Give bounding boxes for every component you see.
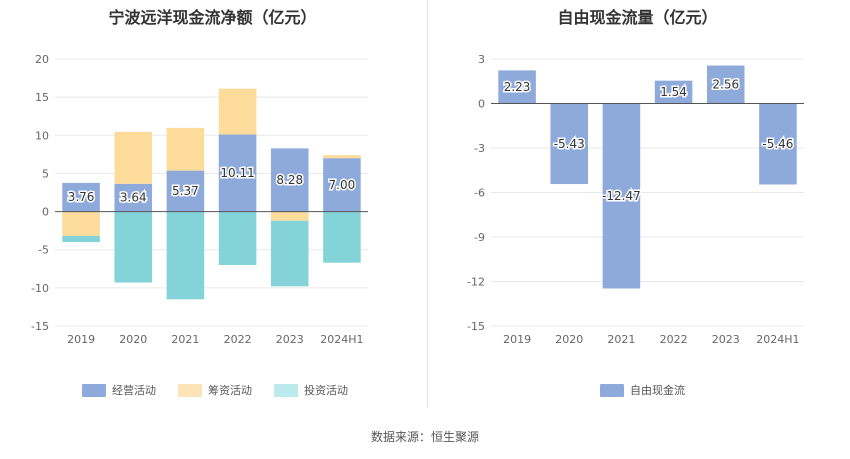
data-label: 10.11 xyxy=(220,166,254,180)
x-tick-label: 2022 xyxy=(660,333,688,346)
chart2-legend: 自由现金流 xyxy=(600,382,707,398)
legend-label-investing: 投资活动 xyxy=(304,384,348,397)
bar-2019-2 xyxy=(62,235,100,243)
bar-2022-1 xyxy=(218,88,257,135)
y-tick-label: 10 xyxy=(35,129,49,142)
bar-2022-0 xyxy=(654,80,693,104)
data-label: 3.64 xyxy=(120,191,147,205)
bar-2024H1-2 xyxy=(323,211,361,263)
x-tick-label: 2022 xyxy=(224,333,252,346)
y-tick-label: -9 xyxy=(474,231,485,244)
bar-2021-2 xyxy=(166,211,205,300)
x-tick-label: 2023 xyxy=(712,333,740,346)
bar-2022-0 xyxy=(218,134,257,212)
bar-2022-2 xyxy=(218,211,257,265)
bar-2023-1 xyxy=(270,211,309,221)
y-tick-label: -5 xyxy=(38,244,49,257)
y-tick-label: 0 xyxy=(478,98,485,111)
x-tick-label: 2021 xyxy=(607,333,635,346)
bar-2021-1 xyxy=(166,127,205,171)
bar-2019-0 xyxy=(498,70,536,104)
legend-swatch-investing xyxy=(274,383,298,397)
bar-2019-1 xyxy=(62,211,100,236)
legend-item-financing[interactable]: 筹资活动 xyxy=(178,382,252,398)
data-source: 数据来源：恒生聚源 xyxy=(370,430,479,444)
y-tick-label: -15 xyxy=(467,320,485,333)
free-cashflow-chart: 3 0 -3 -6 -9 -12 -15 2019 2020 2021 2022 2023 2024H1… xyxy=(467,53,804,346)
data-label: 2.23 xyxy=(504,80,531,94)
bar-2020-2 xyxy=(114,211,153,283)
data-label: -5.43 xyxy=(554,137,585,151)
panel-divider xyxy=(427,0,428,408)
chart1-title: 宁波远洋现金流净额（亿元） xyxy=(108,8,317,27)
y-tick-label: 0 xyxy=(42,206,49,219)
legend-item-free-cashflow[interactable]: 自由现金流 xyxy=(600,382,685,398)
x-tick-label: 2024H1 xyxy=(320,333,363,346)
data-label: 2.56 xyxy=(712,78,739,92)
bar-2020-1 xyxy=(114,131,153,184)
bar-2024H1-1 xyxy=(323,155,361,159)
bar-2023-2 xyxy=(270,220,309,287)
y-tick-label: 5 xyxy=(42,167,49,180)
y-tick-label: -3 xyxy=(474,142,485,155)
bar-2023-0 xyxy=(706,65,745,104)
y-tick-label: 20 xyxy=(35,53,49,66)
x-tick-label: 2019 xyxy=(67,333,95,346)
data-label: 1.54 xyxy=(660,85,687,99)
x-tick-label: 2020 xyxy=(555,333,583,346)
data-label: 5.37 xyxy=(172,184,199,198)
chart1-legend: 经营活动 筹资活动 投资活动 xyxy=(82,382,370,398)
bar-2020-0 xyxy=(550,103,589,185)
bar-2024H1-0 xyxy=(759,103,797,185)
data-label: -12.47 xyxy=(602,189,641,203)
x-tick-label: 2024H1 xyxy=(756,333,799,346)
x-tick-label: 2019 xyxy=(503,333,531,346)
x-tick-label: 2021 xyxy=(171,333,199,346)
bar-2020-0 xyxy=(114,183,153,212)
y-tick-label: -10 xyxy=(31,282,49,295)
legend-swatch-free-cashflow xyxy=(600,383,624,397)
data-label: 7.00 xyxy=(329,178,356,192)
legend-swatch-operating xyxy=(82,383,106,397)
bar-2021-0 xyxy=(602,103,641,289)
chart2-title: 自由现金流量（亿元） xyxy=(557,8,718,27)
legend-label-financing: 筹资活动 xyxy=(208,384,252,397)
bar-2024H1-0 xyxy=(323,158,361,212)
legend-label-operating: 经营活动 xyxy=(112,384,156,397)
legend-item-investing[interactable]: 投资活动 xyxy=(274,382,348,398)
bar-2021-0 xyxy=(166,170,205,212)
cashflow-chart: 20 15 10 5 0 -5 -10 -15 2019 2020 2021 2022 2023 2024… xyxy=(31,53,368,346)
bar-2019-0 xyxy=(62,182,100,212)
legend-swatch-financing xyxy=(178,383,202,397)
y-tick-label: -15 xyxy=(31,320,49,333)
data-label: 8.28 xyxy=(276,173,303,187)
y-tick-label: -6 xyxy=(474,187,485,200)
data-label: -5.46 xyxy=(762,137,793,151)
x-tick-label: 2020 xyxy=(119,333,147,346)
y-tick-label: 15 xyxy=(35,91,49,104)
y-tick-label: -12 xyxy=(467,276,485,289)
data-label: 3.76 xyxy=(68,190,95,204)
y-tick-label: 3 xyxy=(478,53,485,66)
legend-item-operating[interactable]: 经营活动 xyxy=(82,382,156,398)
x-tick-label: 2023 xyxy=(276,333,304,346)
legend-label-free-cashflow: 自由现金流 xyxy=(630,384,685,397)
bar-2023-0 xyxy=(270,148,309,212)
